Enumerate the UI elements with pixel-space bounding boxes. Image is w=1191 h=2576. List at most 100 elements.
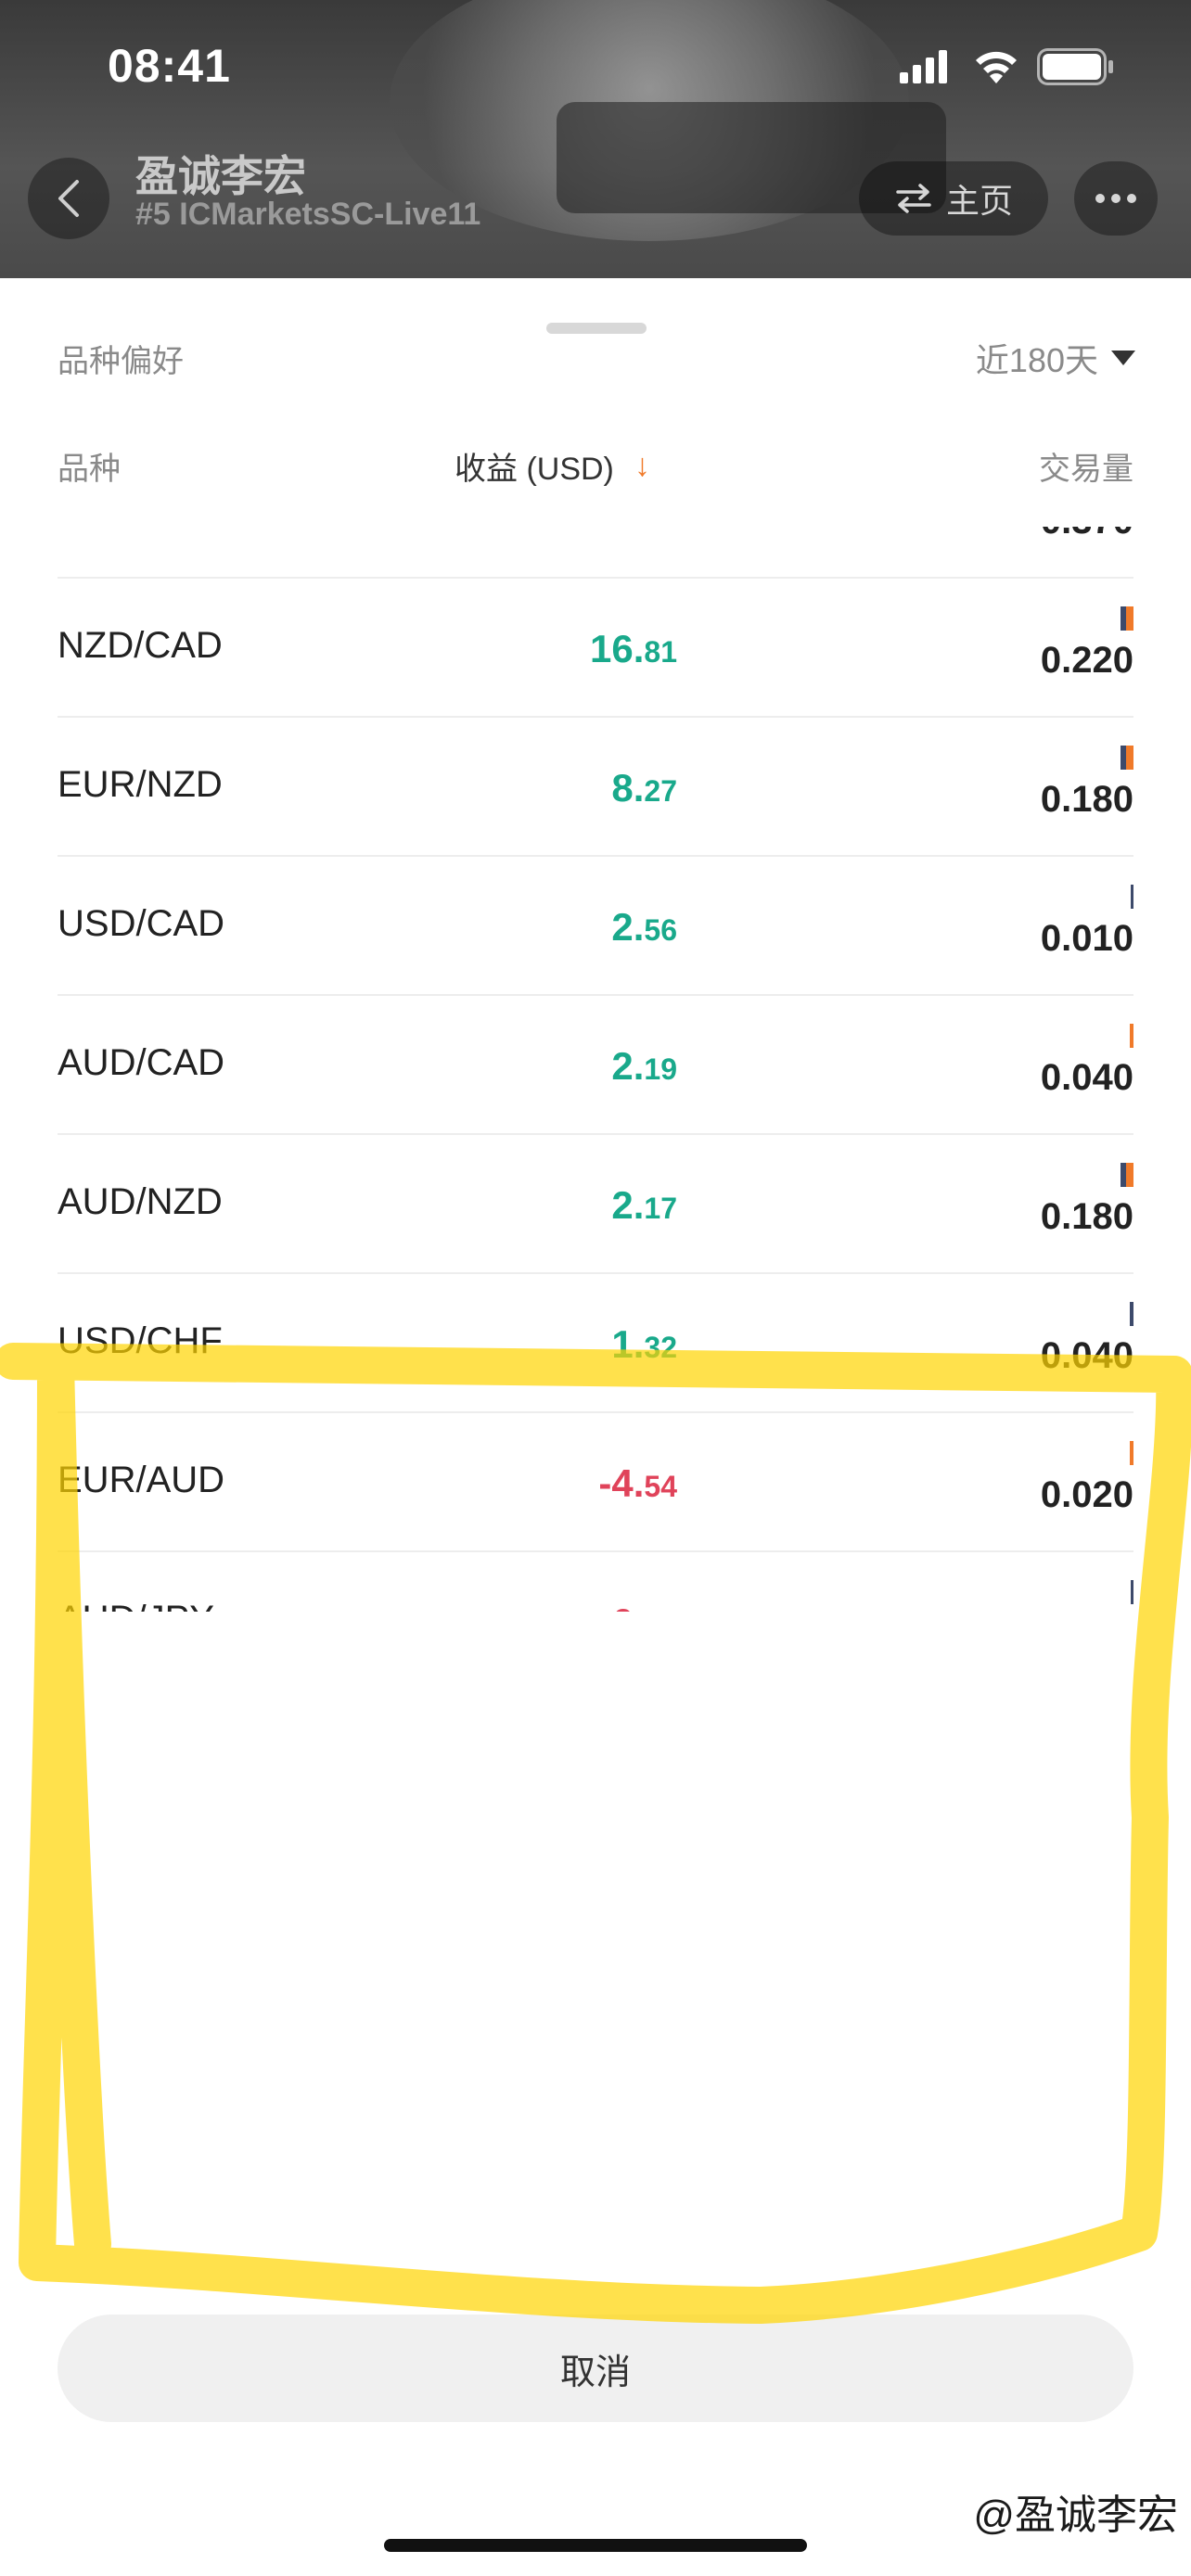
volume-bar-sell (1126, 746, 1133, 770)
volume-bar-sell (1130, 1024, 1133, 1048)
row-symbol: EUR/USD (58, 527, 224, 528)
row-volume-bar (1131, 885, 1133, 909)
chevron-left-icon (58, 180, 79, 217)
caret-down-icon (1111, 351, 1135, 365)
row-profit: 1.32 (611, 1322, 677, 1367)
row-profit-decimal: 80 (644, 1609, 677, 1612)
row-profit: -4.54 (598, 1461, 677, 1506)
back-button[interactable] (28, 158, 109, 239)
volume-bar-sell (1130, 1441, 1133, 1465)
table-row[interactable]: AUD/JPY-6.800.070 (0, 1552, 1191, 1612)
symbol-table-rows: EUR/USD 20.67 0.370 NZD/CAD 16.81 0.220 EUR/NZ… (0, 527, 1191, 1612)
column-header-symbol[interactable]: 品种 (58, 452, 121, 487)
account-server: #5 ICMarketsSC-Live11 (135, 197, 481, 232)
watermark: @盈诚李宏 (973, 2493, 1178, 2538)
row-symbol: EUR/AUD (58, 1460, 225, 1500)
row-profit-integer: -6. (598, 1600, 644, 1612)
sheet-grabber[interactable] (546, 323, 647, 334)
volume-bar-buy (1121, 606, 1126, 631)
volume-bar-sell (1126, 1163, 1133, 1187)
row-symbol: NZD/CAD (58, 625, 223, 666)
row-profit-integer: 1. (611, 1322, 645, 1366)
period-label: 近180天 (975, 341, 1098, 379)
more-button[interactable] (1074, 161, 1158, 236)
row-profit: 2.17 (611, 1183, 677, 1228)
table-row[interactable]: EUR/AUD -4.54 0.020 (0, 1413, 1191, 1552)
volume-bar-buy (1131, 885, 1133, 909)
period-selector[interactable]: 近180天 (976, 334, 1135, 382)
column-header-profit[interactable]: 收益 (USD) ↓ (455, 443, 650, 489)
row-profit-integer: -4. (598, 1461, 645, 1505)
home-button-label: 主页 (945, 182, 1013, 220)
row-volume: 0.220 (1040, 640, 1133, 681)
volume-bar-buy (1121, 1163, 1126, 1187)
row-profit-decimal: 54 (644, 1470, 677, 1503)
home-button[interactable]: 主页 (859, 161, 1048, 236)
column-header-volume[interactable]: 交易量 (1039, 452, 1133, 487)
row-volume: 0.180 (1040, 779, 1133, 820)
row-profit-decimal: 56 (644, 913, 677, 947)
volume-bar-sell (1126, 606, 1133, 631)
row-symbol: USD/CHF (58, 1320, 223, 1361)
column-header-profit-label: 收益 (USD) (455, 452, 614, 487)
symbol-preference-sheet: 品种偏好 近180天 品种 收益 (USD) ↓ 交易量 EUR/USD 20.6… (0, 278, 1191, 2576)
row-profit: 16.81 (590, 627, 677, 671)
row-volume-bar (1131, 1580, 1133, 1604)
more-dots-icon (1095, 194, 1136, 203)
row-profit-integer: 8. (611, 766, 645, 810)
cancel-button[interactable]: 取消 (58, 2315, 1133, 2422)
row-symbol: AUD/JPY (58, 1599, 214, 1612)
row-volume: 0.180 (1040, 1196, 1133, 1237)
row-symbol: AUD/CAD (58, 1042, 225, 1083)
row-volume-bar (1121, 606, 1133, 631)
row-volume-bar (1130, 1302, 1133, 1326)
status-time: 08:41 (108, 40, 231, 92)
profile-backdrop (0, 0, 1191, 278)
row-profit-integer: 20. (590, 527, 644, 531)
row-profit-integer: 16. (590, 627, 645, 670)
sheet-title: 品种偏好 (58, 344, 184, 379)
row-profit-decimal: 19 (644, 1052, 677, 1086)
table-row[interactable]: EUR/USD 20.67 0.370 (0, 527, 1191, 579)
row-profit: 2.19 (611, 1044, 677, 1089)
battery-icon (1037, 48, 1113, 85)
row-profit-integer: 2. (611, 1044, 645, 1088)
row-volume-bar (1130, 1441, 1133, 1465)
wifi-icon (976, 51, 1017, 83)
row-profit: 20.67 (590, 527, 677, 532)
row-symbol: USD/CAD (58, 903, 225, 944)
cellular-signal-icon (900, 50, 947, 83)
row-profit-decimal: 32 (644, 1331, 677, 1364)
row-profit-decimal: 17 (644, 1192, 677, 1225)
row-volume: 0.020 (1040, 1474, 1133, 1515)
row-volume-bar (1121, 1163, 1133, 1187)
swap-arrows-icon (896, 184, 931, 213)
home-indicator (384, 2539, 807, 2552)
status-bar: 08:41 (0, 0, 1191, 130)
table-row[interactable]: USD/CAD 2.56 0.010 (0, 857, 1191, 996)
cancel-button-label: 取消 (559, 2353, 631, 2392)
row-symbol: EUR/NZD (58, 764, 223, 805)
table-row[interactable]: USD/CHF 1.32 0.040 (0, 1274, 1191, 1413)
volume-bar-buy (1130, 1302, 1133, 1326)
trader-name: 盈诚李宏 (135, 152, 306, 200)
volume-bar-buy (1121, 746, 1126, 770)
row-profit: 8.27 (611, 766, 677, 810)
row-profit-decimal: 81 (644, 635, 677, 669)
table-row[interactable]: NZD/CAD 16.81 0.220 (0, 579, 1191, 718)
row-volume-bar (1121, 746, 1133, 770)
symbol-table[interactable]: EUR/USD 20.67 0.370 NZD/CAD 16.81 0.220 EUR/NZ… (0, 527, 1191, 1612)
row-symbol: AUD/NZD (58, 1181, 223, 1222)
row-profit-integer: 2. (611, 1183, 645, 1227)
row-volume-bar (1130, 1024, 1133, 1048)
table-row[interactable]: AUD/NZD 2.17 0.180 (0, 1135, 1191, 1274)
row-profit-integer: 2. (611, 905, 645, 949)
volume-bar-buy (1131, 1580, 1133, 1604)
table-row[interactable]: EUR/NZD 8.27 0.180 (0, 718, 1191, 857)
row-volume: 0.040 (1040, 1335, 1133, 1376)
row-profit-decimal: 67 (644, 527, 677, 529)
row-profit: -6.80 (598, 1600, 677, 1612)
row-profit-decimal: 27 (644, 774, 677, 808)
row-volume: 0.370 (1041, 527, 1133, 542)
table-row[interactable]: AUD/CAD 2.19 0.040 (0, 996, 1191, 1135)
